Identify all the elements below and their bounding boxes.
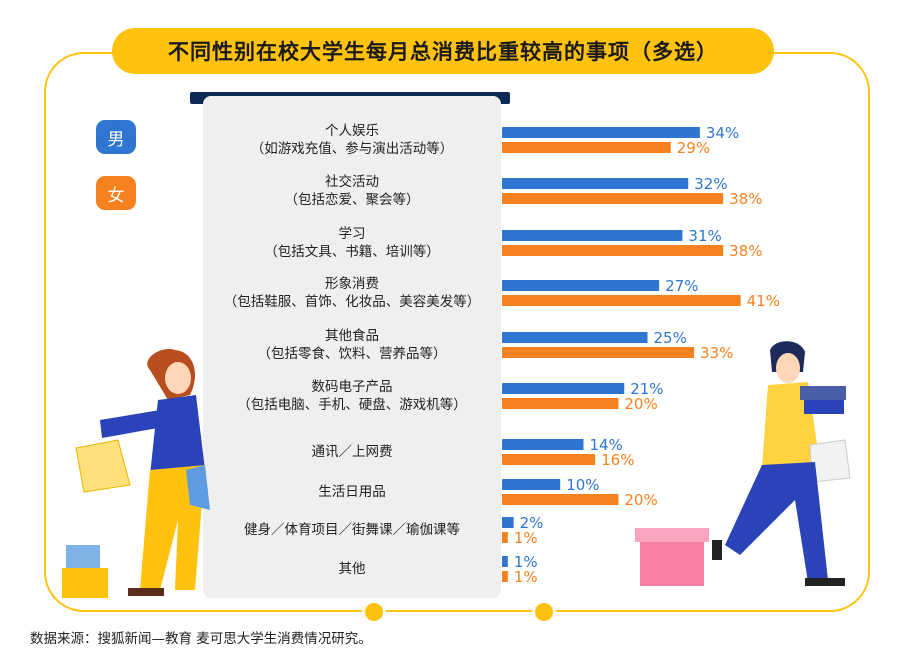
category-label: 学习 （包括文具、书籍、培训等） bbox=[203, 225, 501, 261]
category-label: 社交活动 （包括恋爱、聚会等） bbox=[203, 173, 501, 209]
man-carrying-boxes-illustration bbox=[635, 341, 851, 586]
bar-male bbox=[502, 280, 660, 291]
bar-female bbox=[502, 398, 619, 409]
category-label-main: 数码电子产品 bbox=[311, 379, 393, 395]
bar-female bbox=[502, 193, 724, 204]
bar-male bbox=[502, 383, 625, 394]
category-label-main: 通讯／上网费 bbox=[311, 444, 393, 460]
bar-female bbox=[502, 245, 724, 256]
data-source-note: 数据来源：搜狐新闻—教育 麦可思大学生消费情况研究。 bbox=[30, 631, 372, 647]
data-label-male: 1% bbox=[514, 553, 538, 571]
frame-decor-dot-left bbox=[362, 600, 386, 624]
category-label-main: 其他 bbox=[338, 561, 366, 577]
data-label-male: 14% bbox=[589, 436, 622, 454]
category-label: 个人娱乐 （如游戏充值、参与演出活动等） bbox=[203, 122, 501, 158]
data-label-female: 16% bbox=[601, 451, 634, 469]
bar-female bbox=[502, 295, 741, 306]
legend-male-badge: 男 bbox=[96, 120, 136, 154]
bar-male bbox=[502, 230, 683, 241]
data-label-male: 25% bbox=[654, 329, 687, 347]
category-label-main: 社交活动 bbox=[325, 174, 379, 190]
category-label-main: 形象消费 bbox=[325, 276, 379, 292]
bar-male bbox=[502, 439, 584, 450]
bar-female bbox=[502, 142, 671, 153]
category-label: 其他 bbox=[203, 560, 501, 578]
category-label-main: 健身／体育项目／街舞课／瑜伽课等 bbox=[244, 522, 460, 538]
legend-female-badge: 女 bbox=[96, 176, 136, 210]
category-label-sub: （包括文具、书籍、培训等） bbox=[264, 244, 440, 260]
data-label-male: 10% bbox=[566, 476, 599, 494]
category-label-main: 个人娱乐 bbox=[325, 123, 379, 139]
bar-female bbox=[502, 571, 508, 582]
bar-male bbox=[502, 479, 561, 490]
data-label-female: 29% bbox=[677, 139, 710, 157]
category-label-main: 其他食品 bbox=[325, 328, 379, 344]
bar-male bbox=[502, 332, 648, 343]
data-label-male: 31% bbox=[688, 227, 721, 245]
data-label-female: 20% bbox=[624, 491, 657, 509]
category-label: 通讯／上网费 bbox=[203, 443, 501, 461]
bar-male bbox=[502, 517, 514, 528]
category-label: 生活日用品 bbox=[203, 483, 501, 501]
bar-female bbox=[502, 494, 619, 505]
category-label-sub: （如游戏充值、参与演出活动等） bbox=[250, 141, 454, 157]
category-label-main: 学习 bbox=[338, 226, 366, 242]
bar-male bbox=[502, 127, 700, 138]
bar-female bbox=[502, 347, 695, 358]
category-label-sub: （包括鞋服、首饰、化妆品、美容美发等） bbox=[223, 294, 481, 310]
bar-male bbox=[502, 178, 689, 189]
woman-shopping-illustration bbox=[62, 349, 210, 598]
category-label: 数码电子产品 （包括电脑、手机、硬盘、游戏机等） bbox=[203, 378, 501, 414]
data-label-female: 33% bbox=[700, 344, 733, 362]
category-label-sub: （包括恋爱、聚会等） bbox=[284, 192, 420, 208]
data-label-female: 41% bbox=[747, 292, 780, 310]
data-label-female: 1% bbox=[514, 529, 538, 547]
category-label: 其他食品 （包括零食、饮料、营养品等） bbox=[203, 327, 501, 363]
bars-group: 34%29%32%38%31%38%27%41%25%33%21%20%14%1… bbox=[502, 124, 780, 586]
category-label-sub: （包括零食、饮料、营养品等） bbox=[257, 346, 447, 362]
bar-male bbox=[502, 556, 508, 567]
data-label-male: 27% bbox=[665, 277, 698, 295]
category-label-sub: （包括电脑、手机、硬盘、游戏机等） bbox=[237, 397, 467, 413]
data-label-female: 38% bbox=[729, 190, 762, 208]
bar-female bbox=[502, 532, 508, 543]
category-panel bbox=[203, 96, 501, 598]
data-label-female: 20% bbox=[624, 395, 657, 413]
data-label-male: 2% bbox=[520, 514, 544, 532]
bar-female bbox=[502, 454, 596, 465]
data-label-male: 32% bbox=[694, 175, 727, 193]
data-label-female: 1% bbox=[514, 568, 538, 586]
frame-decor-dot-right bbox=[532, 600, 556, 624]
category-label: 形象消费 （包括鞋服、首饰、化妆品、美容美发等） bbox=[203, 275, 501, 311]
data-label-male: 34% bbox=[706, 124, 739, 142]
category-label: 健身／体育项目／街舞课／瑜伽课等 bbox=[203, 521, 501, 539]
chart-title: 不同性别在校大学生每月总消费比重较高的事项（多选） bbox=[112, 28, 774, 74]
category-label-main: 生活日用品 bbox=[318, 484, 386, 500]
data-label-female: 38% bbox=[729, 242, 762, 260]
data-label-male: 21% bbox=[630, 380, 663, 398]
